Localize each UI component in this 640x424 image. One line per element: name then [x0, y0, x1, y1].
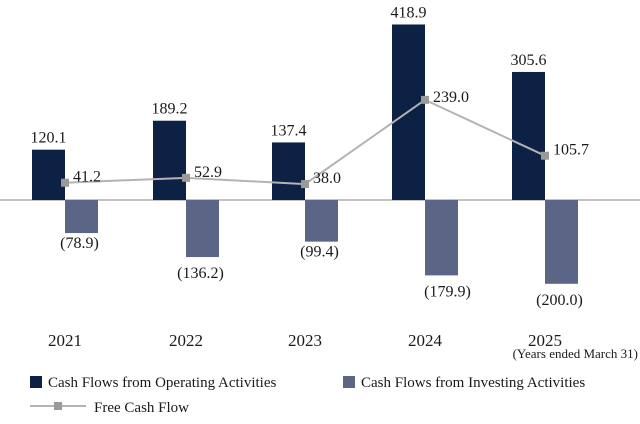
investing-cf-label-2023: (99.4)	[300, 244, 339, 261]
legend-investing-label: Cash Flows from Investing Activities	[361, 375, 585, 391]
investing-cf-label-2022: (136.2)	[177, 265, 224, 282]
investing-cf-bar-2024	[425, 200, 458, 276]
operating-cf-label-2021: 120.1	[31, 130, 67, 147]
fcf-point-2024	[421, 95, 429, 104]
operating-cf-label-2025: 305.6	[511, 52, 547, 69]
fcf-label-2021: 41.2	[73, 169, 101, 186]
legend-investing-swatch	[343, 376, 355, 388]
x-tick-label-2024: 2024	[408, 331, 443, 350]
operating-cf-label-2022: 189.2	[152, 101, 188, 118]
fcf-point-2022	[182, 173, 190, 182]
operating-cf-label-2024: 418.9	[391, 4, 427, 21]
fcf-label-2023: 38.0	[313, 170, 341, 187]
fcf-point-2021	[61, 178, 69, 187]
axis-note: (Years ended March 31)	[513, 346, 638, 361]
investing-cf-bar-2021	[65, 200, 98, 234]
operating-cf-label-2023: 137.4	[271, 122, 307, 139]
fcf-label-2024: 239.0	[433, 89, 469, 106]
x-tick-label-2023: 2023	[288, 331, 322, 350]
legend-fcf-marker	[54, 402, 62, 410]
fcf-point-2023	[301, 180, 309, 189]
investing-cf-label-2025: (200.0)	[536, 292, 583, 309]
legend-operating-swatch	[30, 376, 42, 388]
investing-cf-bar-2022	[186, 200, 219, 258]
operating-cf-bar-2025	[512, 71, 545, 200]
legend-fcf-label: Free Cash Flow	[94, 400, 189, 416]
x-tick-label-2021: 2021	[48, 331, 82, 350]
x-tick-label-2025: 2025	[528, 331, 562, 350]
fcf-point-2025	[541, 151, 549, 160]
investing-cf-label-2024: (179.9)	[424, 283, 471, 300]
fcf-label-2022: 52.9	[194, 164, 222, 181]
operating-cf-bar-2021	[32, 149, 65, 200]
investing-cf-label-2021: (78.9)	[60, 235, 99, 252]
x-tick-label-2022: 2022	[169, 331, 203, 350]
legend: Cash Flows from Operating Activities Cash…	[30, 375, 585, 416]
operating-cf-bar-2023	[272, 142, 305, 200]
investing-cf-bar-2025	[545, 200, 578, 284]
legend-operating-label: Cash Flows from Operating Activities	[48, 375, 276, 391]
fcf-label-2025: 105.7	[553, 142, 589, 159]
operating-cf-bar-2022	[153, 120, 186, 200]
investing-cf-bar-2023	[305, 200, 338, 242]
